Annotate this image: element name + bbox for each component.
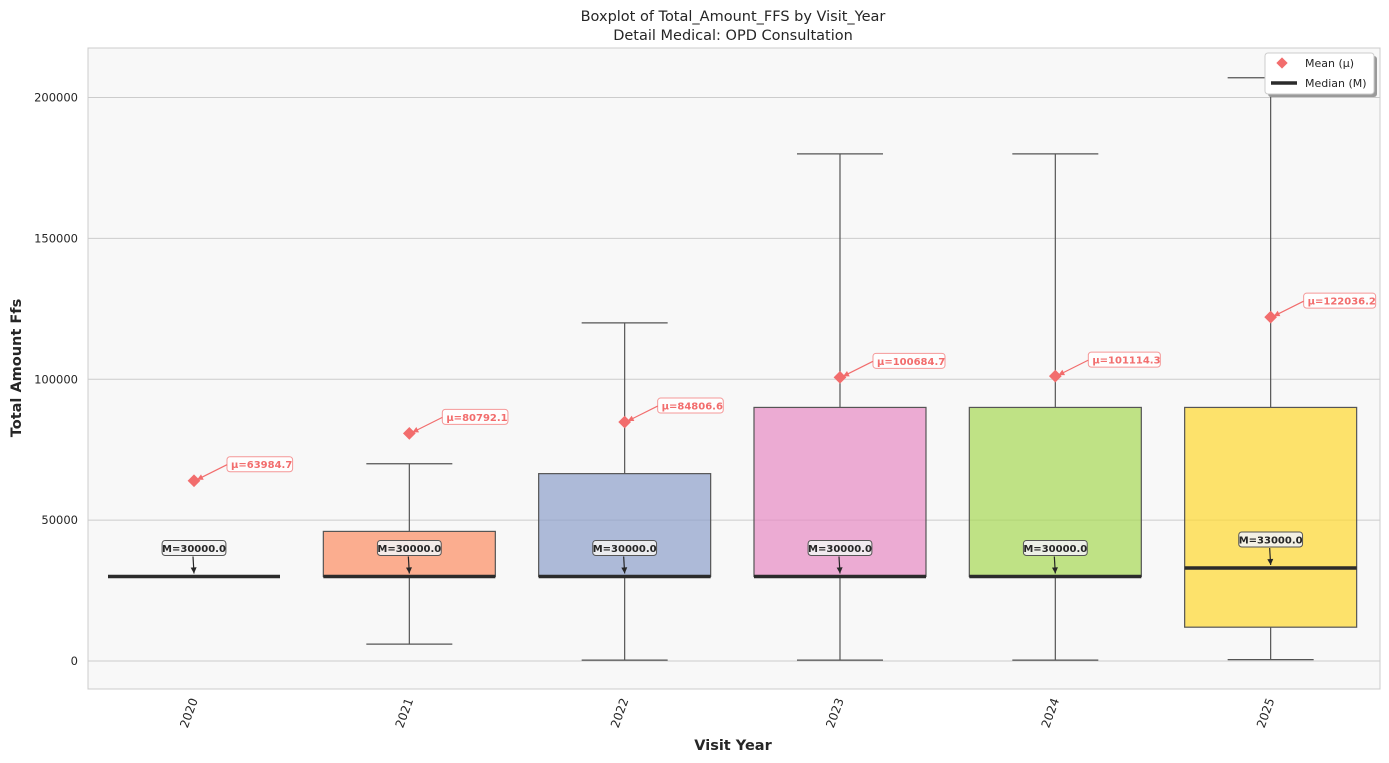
y-tick-label: 100000	[34, 372, 78, 386]
median-arrow-head	[836, 567, 843, 574]
median-arrow-head	[1267, 558, 1274, 566]
median-label-box	[592, 539, 658, 556]
median-label-box	[161, 539, 227, 556]
x-tick-label: 2020	[177, 696, 201, 729]
x-axis-ticks: 2020 2021 2022 2023 2024 2025	[177, 696, 1277, 729]
median-annotation: M=30000.0	[1022, 539, 1088, 574]
annotations: μ=63984.7 M=30000.0 μ=80792.1 M=30000.0 μ=84…	[161, 292, 1377, 574]
mean-label-box	[1303, 292, 1377, 309]
median-label-box	[376, 539, 442, 556]
box-body	[538, 473, 712, 578]
x-tick-label: 2023	[823, 696, 847, 729]
median-label-box	[1238, 531, 1304, 548]
chart-subtitle: Detail Medical: OPD Consultation	[613, 28, 853, 44]
mean-arrow-head	[1058, 369, 1066, 376]
mean-arrow-head	[197, 474, 204, 480]
median-label: M=30000.0	[1023, 544, 1087, 555]
mean-label: μ=84806.6	[662, 402, 723, 413]
median-annotation: M=30000.0	[592, 539, 658, 574]
box-2020	[108, 474, 280, 579]
mean-label: μ=80792.1	[446, 413, 507, 424]
median-arrow-head	[190, 567, 197, 574]
mean-label: μ=63984.7	[231, 460, 292, 471]
median-arrow-head	[405, 567, 412, 574]
mean-label: μ=100684.7	[877, 357, 945, 368]
mean-arrow-head	[412, 427, 420, 433]
mean-label: μ=122036.2	[1308, 297, 1376, 308]
y-axis-ticks: 0 50000 100000 150000 200000	[34, 91, 78, 669]
plot-area	[87, 47, 1381, 690]
mean-annotation: μ=63984.7	[196, 456, 294, 481]
legend: Mean (μ) Median (M)	[1264, 52, 1377, 97]
mean-annotation: μ=100684.7	[842, 352, 946, 377]
median-label: M=33000.0	[1239, 536, 1303, 547]
box-body	[1184, 406, 1358, 628]
mean-arrow-head	[627, 415, 635, 422]
mean-marker	[187, 474, 201, 488]
mean-label-box	[441, 408, 509, 425]
mean-label-box	[226, 456, 294, 473]
median-annotation: M=30000.0	[807, 539, 873, 574]
y-axis-label: Total Amount Ffs	[9, 299, 25, 437]
mean-label-box	[872, 352, 946, 369]
box-2025	[1184, 77, 1358, 661]
median-annotation: M=30000.0	[376, 539, 442, 574]
x-tick-label: 2024	[1039, 696, 1063, 729]
legend-mean-label: Mean (μ)	[1305, 57, 1354, 70]
mean-annotation: μ=101114.3	[1058, 351, 1161, 376]
legend-median-label: Median (M)	[1305, 77, 1367, 90]
x-tick-label: 2022	[608, 696, 632, 729]
y-tick-label: 0	[71, 654, 78, 668]
x-tick-label: 2021	[393, 696, 417, 729]
chart-title: Boxplot of Total_Amount_FFS by Visit_Yea…	[581, 9, 886, 25]
y-tick-label: 150000	[34, 231, 78, 245]
median-arrow-head	[1051, 567, 1058, 574]
mean-annotation: μ=122036.2	[1273, 292, 1377, 317]
median-arrow-head	[621, 567, 628, 574]
mean-label-box	[657, 397, 724, 414]
median-label-box	[1022, 539, 1088, 556]
y-tick-label: 50000	[41, 513, 78, 527]
mean-arrow-head	[842, 370, 850, 377]
legend-mean-marker	[1276, 57, 1288, 69]
mean-annotation: μ=80792.1	[412, 408, 509, 433]
median-annotation: M=33000.0	[1238, 531, 1304, 566]
box-2022	[538, 322, 712, 661]
mean-marker	[402, 427, 416, 440]
x-axis-label: Visit Year	[694, 738, 772, 754]
y-tick-label: 200000	[34, 91, 78, 105]
median-label: M=30000.0	[162, 544, 226, 555]
mean-label: μ=101114.3	[1092, 356, 1160, 367]
mean-arrow-head	[1273, 310, 1281, 317]
median-label: M=30000.0	[593, 544, 657, 555]
median-label-box	[807, 539, 873, 556]
median-label: M=30000.0	[808, 544, 872, 555]
x-tick-label: 2025	[1254, 696, 1278, 729]
median-annotation: M=30000.0	[161, 539, 227, 574]
mean-annotation: μ=84806.6	[627, 397, 724, 422]
grid-lines	[88, 97, 1380, 662]
median-label: M=30000.0	[377, 544, 441, 555]
mean-label-box	[1087, 351, 1161, 368]
